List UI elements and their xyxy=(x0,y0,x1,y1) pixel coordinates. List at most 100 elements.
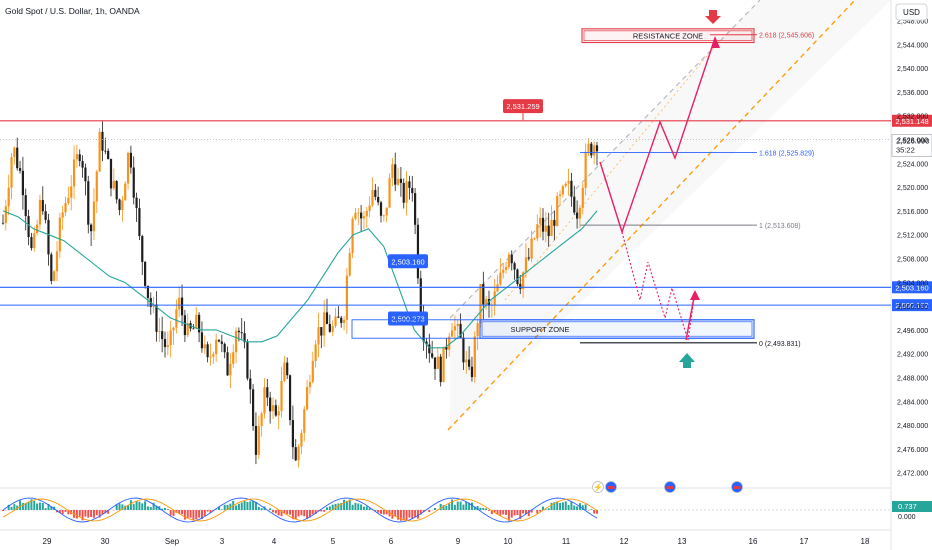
osc-bar xyxy=(280,510,283,517)
candle-body xyxy=(1,222,5,224)
price-tick-label: 2,476.000 xyxy=(897,447,928,454)
osc-bar xyxy=(377,510,380,513)
lightning-glyph: ⚡ xyxy=(593,482,603,492)
osc-bar xyxy=(27,502,30,510)
price-callout-label: 2,500.273 xyxy=(391,314,424,323)
osc-bar xyxy=(539,510,542,512)
osc-bar xyxy=(169,510,172,516)
zone-label: SUPPORT ZONE xyxy=(511,325,570,334)
candle-body xyxy=(183,315,186,336)
osc-bar xyxy=(593,510,596,514)
osc-bar xyxy=(19,500,22,510)
osc-bar xyxy=(78,510,81,517)
osc-bar xyxy=(536,510,539,514)
osc-bar xyxy=(448,503,451,510)
candle-body xyxy=(155,304,158,332)
candle-body xyxy=(317,327,320,345)
osc-bar xyxy=(260,508,263,510)
osc-bar xyxy=(84,510,87,517)
event-markers[interactable]: ⚡ xyxy=(592,481,743,493)
osc-bar xyxy=(124,505,127,510)
osc-bar xyxy=(559,502,562,510)
osc-bar xyxy=(146,506,149,510)
zones[interactable]: RESISTANCE ZONE SUPPORT ZONE xyxy=(351,28,755,339)
osc-bar xyxy=(149,507,152,510)
price-axis[interactable]: 2,548.000 2,544.000 2,540.000 2,536.000 2,53… xyxy=(897,19,928,478)
osc-bar xyxy=(519,510,522,519)
osc-bar xyxy=(428,510,431,513)
candle-body xyxy=(124,183,127,201)
candle-body xyxy=(41,200,44,212)
price-tick-label: 2,520.000 xyxy=(897,185,928,192)
candle-body xyxy=(13,147,16,158)
candle-body xyxy=(297,446,300,461)
candle-body xyxy=(536,224,539,239)
candle-body xyxy=(107,150,110,159)
candle-body xyxy=(431,353,434,358)
candle-body xyxy=(246,342,249,379)
osc-bar xyxy=(95,510,98,516)
horizontal-levels[interactable]: 2,531.148 2,503.160 2,500.162 2,531.259 2,50… xyxy=(0,99,932,326)
osc-bar xyxy=(306,510,309,519)
osc-bar xyxy=(183,510,186,520)
osc-bar xyxy=(334,504,337,510)
price-tick-label: 2,472.000 xyxy=(897,471,928,478)
candle-body xyxy=(561,186,564,195)
candle-body xyxy=(556,196,559,226)
osc-bar xyxy=(164,507,166,510)
osc-bar xyxy=(192,510,195,521)
osc-bar xyxy=(479,507,482,510)
osc-bar xyxy=(249,501,252,510)
candle-body xyxy=(524,257,528,273)
candle-body xyxy=(513,263,516,270)
candle-body xyxy=(328,323,331,332)
fibonacci-extension[interactable]: 2.618 (2,545.606) 1.618 (2,525.829) 1 (2,5… xyxy=(580,33,814,348)
candle-body xyxy=(593,145,596,156)
currency-button-frame[interactable] xyxy=(895,3,928,21)
price-callout-label: 2,503.160 xyxy=(391,257,424,266)
flag-stripe xyxy=(607,486,615,489)
support-band xyxy=(351,319,755,339)
zone-label: RESISTANCE ZONE xyxy=(633,32,703,41)
candle-body xyxy=(166,345,169,348)
osc-bar xyxy=(374,510,377,512)
osc-bar xyxy=(237,503,240,510)
candle-body xyxy=(90,224,93,232)
osc-bar xyxy=(394,510,397,517)
candle-body xyxy=(539,217,542,225)
price-tick-label: 2,548.000 xyxy=(897,19,928,26)
osc-bar xyxy=(385,510,388,515)
candle-body xyxy=(456,323,459,327)
candle-body xyxy=(249,378,252,390)
osc-bar xyxy=(328,506,331,510)
candle-body xyxy=(541,217,545,232)
candle-body xyxy=(411,187,414,194)
osc-bar xyxy=(416,510,419,519)
candle-body xyxy=(55,251,59,272)
candle-body xyxy=(206,344,209,358)
osc-bar xyxy=(516,510,519,516)
osc-bar xyxy=(402,510,405,521)
osc-signal-line xyxy=(2,497,598,523)
candle-body xyxy=(595,145,599,152)
candle-body xyxy=(433,357,437,369)
osc-bar xyxy=(138,501,141,510)
candle-body xyxy=(92,201,96,232)
candle-body xyxy=(121,200,124,210)
candle-body xyxy=(212,354,215,357)
currency-button[interactable]: USD xyxy=(903,8,920,17)
candle-body xyxy=(118,199,121,210)
osc-bar xyxy=(317,510,320,512)
time-axis[interactable]: 29 30 Sep 3 4 5 6 9 10 11 12 13 16 17 18 xyxy=(43,537,870,546)
osc-bar xyxy=(476,506,479,510)
osc-bar xyxy=(2,510,4,512)
projection-path xyxy=(599,10,721,368)
candle-body xyxy=(357,212,360,214)
candle-body xyxy=(129,152,132,168)
osc-bar xyxy=(459,501,462,510)
osc-bar xyxy=(485,508,488,510)
osc-bar xyxy=(286,510,289,515)
time-tick-label: 29 xyxy=(43,537,52,546)
ma-line xyxy=(2,210,598,349)
